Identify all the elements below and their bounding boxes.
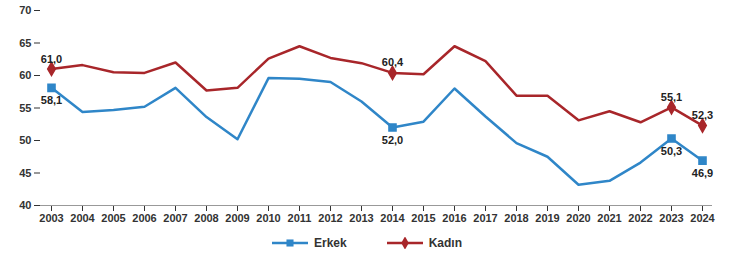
- svg-text:2023: 2023: [659, 212, 683, 224]
- svg-text:58,1: 58,1: [41, 94, 62, 106]
- svg-text:2006: 2006: [132, 212, 156, 224]
- html-text:Erkek: Erkek: [314, 236, 347, 250]
- svg-text:61,0: 61,0: [41, 53, 62, 65]
- html-text:Kadın: Kadın: [428, 236, 462, 250]
- svg-text:2016: 2016: [442, 212, 466, 224]
- svg-text:2012: 2012: [318, 212, 342, 224]
- svg-text:2008: 2008: [194, 212, 218, 224]
- svg-text:60,4: 60,4: [382, 56, 404, 68]
- svg-text:45: 45: [19, 167, 31, 179]
- svg-text:55: 55: [19, 102, 31, 114]
- svg-text:2017: 2017: [473, 212, 497, 224]
- svg-text:2005: 2005: [101, 212, 125, 224]
- svg-text:2015: 2015: [411, 212, 435, 224]
- svg-text:52,3: 52,3: [692, 109, 713, 121]
- svg-text:2009: 2009: [225, 212, 249, 224]
- svg-text:50,3: 50,3: [661, 145, 682, 157]
- svg-text:2022: 2022: [628, 212, 652, 224]
- svg-text:40: 40: [19, 199, 31, 211]
- svg-text:2003: 2003: [39, 212, 63, 224]
- svg-text:2019: 2019: [535, 212, 559, 224]
- svg-text:2013: 2013: [349, 212, 373, 224]
- svg-text:2021: 2021: [597, 212, 621, 224]
- svg-text:50: 50: [19, 134, 31, 146]
- svg-text:2010: 2010: [256, 212, 280, 224]
- svg-text:55,1: 55,1: [661, 91, 682, 103]
- svg-text:70: 70: [19, 4, 31, 16]
- svg-text:46,9: 46,9: [692, 167, 713, 179]
- svg-text:60: 60: [19, 69, 31, 81]
- svg-text:2020: 2020: [566, 212, 590, 224]
- svg-text:2024: 2024: [690, 212, 715, 224]
- svg-text:65: 65: [19, 37, 31, 49]
- svg-text:2004: 2004: [70, 212, 95, 224]
- svg-text:2018: 2018: [504, 212, 528, 224]
- svg-text:2007: 2007: [163, 212, 187, 224]
- svg-text:2014: 2014: [380, 212, 405, 224]
- svg-text:2011: 2011: [288, 212, 312, 224]
- svg-text:52,0: 52,0: [382, 134, 403, 146]
